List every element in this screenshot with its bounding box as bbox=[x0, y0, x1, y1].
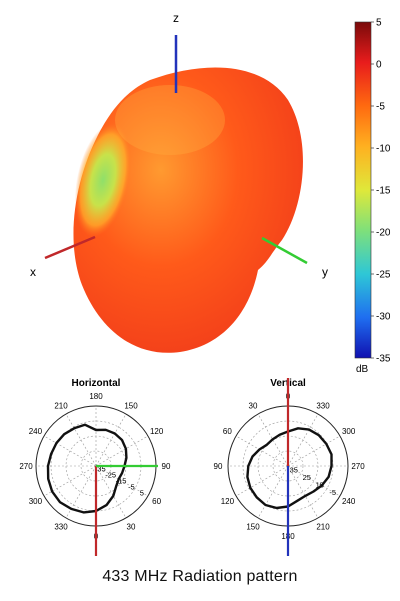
z-axis-label: z bbox=[173, 11, 179, 25]
colorbar-gradient bbox=[354, 21, 372, 359]
colorbar-tick-label: -25 bbox=[376, 270, 391, 281]
polar-grid-spoke bbox=[235, 435, 289, 467]
polar-angle-label: 150 bbox=[124, 401, 138, 410]
polar-grid-spoke bbox=[65, 465, 97, 519]
polar-angle-label: 300 bbox=[342, 427, 356, 436]
polar-radial-label: -35 bbox=[95, 465, 106, 474]
3d-pattern-view: z x y bbox=[30, 11, 328, 353]
polar-angle-label: 90 bbox=[214, 462, 223, 471]
polar-radial-label: -15 bbox=[116, 477, 127, 486]
colorbar-tick-label: -35 bbox=[376, 354, 391, 365]
polar-grid-spoke bbox=[95, 413, 127, 467]
polar-angle-label: 330 bbox=[316, 401, 330, 410]
polar-angle-label: 60 bbox=[223, 427, 232, 436]
x-axis-label: x bbox=[30, 265, 36, 279]
polar-grid-spoke bbox=[287, 465, 319, 519]
polar-angle-label: 330 bbox=[54, 523, 68, 532]
radiation-pattern-curve bbox=[46, 423, 128, 514]
polar-angle-label: 270 bbox=[351, 462, 365, 471]
polar-angle-label: 150 bbox=[246, 523, 260, 532]
colorbar: 5 0 -5 -10 -15 -20 -25 -30 -35 dB bbox=[354, 18, 391, 375]
polar-grid-ring bbox=[272, 450, 304, 482]
polar-angle-label: 300 bbox=[29, 497, 43, 506]
polar-title: Horizontal bbox=[72, 378, 121, 389]
colorbar-tick-label: -30 bbox=[376, 312, 391, 323]
colorbar-tick-label: -10 bbox=[376, 144, 391, 155]
polar-grid-spoke bbox=[287, 435, 341, 467]
polar-grid-spoke bbox=[95, 465, 127, 519]
polar-angle-label: 240 bbox=[29, 427, 43, 436]
surface-highlight bbox=[115, 85, 225, 155]
polar-angle-label: 270 bbox=[19, 462, 33, 471]
x-axis-line bbox=[44, 235, 96, 260]
polar-grid-spoke bbox=[257, 465, 289, 519]
polar-grid-spoke bbox=[235, 465, 289, 497]
polar-angle-label: 120 bbox=[150, 427, 164, 436]
polar-grid-spoke bbox=[287, 465, 341, 497]
colorbar-tick-label: -5 bbox=[376, 102, 385, 113]
vertical-polar-plot: Vertical03303002702402101801501209060303… bbox=[214, 378, 365, 556]
horizontal-polar-plot: Horizontal180150120906030033030027024021… bbox=[19, 378, 171, 556]
polar-radial-label: 25 bbox=[303, 473, 311, 482]
radiation-pattern-surface bbox=[73, 67, 303, 353]
polar-grid-spoke bbox=[95, 465, 149, 497]
colorbar-tick-label: 5 bbox=[376, 18, 382, 29]
polar-grid-spoke bbox=[287, 413, 319, 467]
polar-radial-label: 35 bbox=[290, 466, 298, 475]
polar-angle-label: 30 bbox=[127, 523, 136, 532]
figure-caption: 433 MHz Radiation pattern bbox=[102, 568, 298, 585]
polar-angle-label: 120 bbox=[221, 497, 235, 506]
polar-grid-spoke bbox=[65, 413, 97, 467]
colorbar-tick-label: -15 bbox=[376, 186, 391, 197]
polar-angle-label: 90 bbox=[162, 462, 171, 471]
polar-angle-label: 30 bbox=[249, 401, 258, 410]
polar-angle-label: 210 bbox=[316, 523, 330, 532]
polar-radial-label: 15 bbox=[316, 481, 324, 490]
polar-grid-spoke bbox=[95, 435, 149, 467]
polar-radial-label: -5 bbox=[329, 488, 336, 497]
green-null-region bbox=[74, 123, 132, 237]
y-axis-label: y bbox=[322, 265, 328, 279]
colorbar-tick-label: -20 bbox=[376, 228, 391, 239]
colorbar-unit-label: dB bbox=[356, 364, 369, 375]
polar-angle-label: 60 bbox=[152, 497, 161, 506]
polar-angle-label: 210 bbox=[54, 401, 68, 410]
polar-radial-label: 5 bbox=[140, 489, 144, 498]
polar-angle-label: 180 bbox=[89, 392, 103, 401]
polar-grid-spoke bbox=[43, 435, 97, 467]
y-axis-line bbox=[261, 236, 308, 265]
polar-radial-label: -25 bbox=[105, 471, 116, 480]
colorbar-tick-label: 0 bbox=[376, 60, 382, 71]
polar-radial-label: -5 bbox=[128, 483, 135, 492]
polar-angle-label: 240 bbox=[342, 497, 356, 506]
